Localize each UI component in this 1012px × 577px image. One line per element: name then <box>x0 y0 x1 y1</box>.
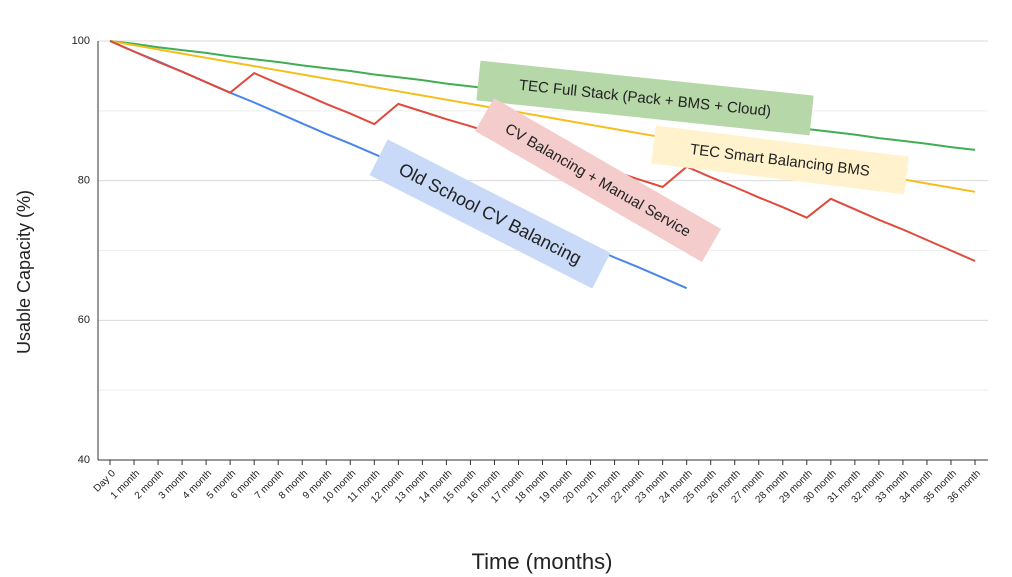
y-tick-label: 80 <box>78 175 90 187</box>
y-tick-label: 100 <box>72 35 90 47</box>
x-axis-title: Time (months) <box>472 549 613 574</box>
series-label-box <box>651 125 909 195</box>
series-label-box <box>475 98 721 262</box>
series-label-box <box>369 139 611 289</box>
y-tick-label: 40 <box>78 454 90 466</box>
y-tick-label: 60 <box>78 314 90 326</box>
y-axis-title: Usable Capacity (%) <box>14 190 34 354</box>
series-label-box <box>476 60 814 136</box>
